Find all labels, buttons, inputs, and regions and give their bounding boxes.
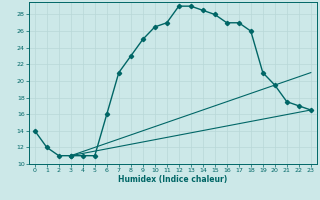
X-axis label: Humidex (Indice chaleur): Humidex (Indice chaleur) <box>118 175 228 184</box>
